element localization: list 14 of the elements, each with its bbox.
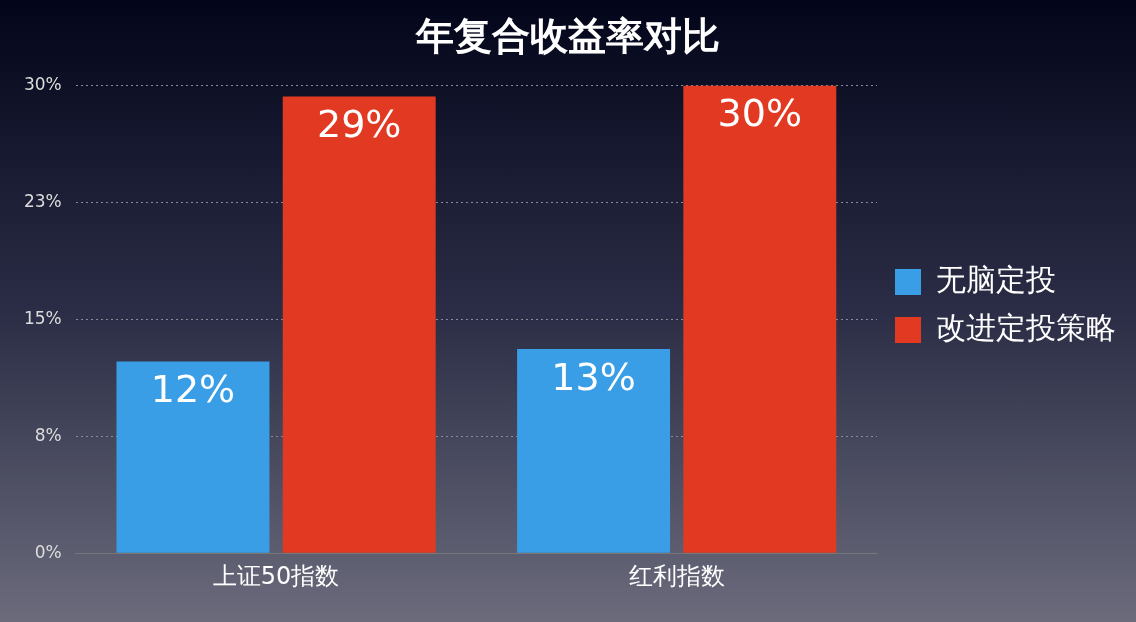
data-label: 29% xyxy=(316,102,402,147)
y-tick-label: 30% xyxy=(23,74,62,95)
chart-title: 年复合收益率对比 xyxy=(415,13,720,58)
y-tick-label: 15% xyxy=(23,307,62,328)
data-label: 13% xyxy=(551,354,636,399)
x-tick-label: 红利指数 xyxy=(628,561,725,590)
y-tick-label: 23% xyxy=(23,190,62,211)
data-label: 12% xyxy=(150,367,236,412)
y-tick-label: 0% xyxy=(34,541,62,562)
legend-label: 无脑定投 xyxy=(936,261,1056,297)
data-label: 30% xyxy=(717,91,803,136)
y-tick-label: 8% xyxy=(34,424,62,445)
x-tick-label: 上证50指数 xyxy=(212,561,340,590)
legend-label: 改进定投策略 xyxy=(936,309,1116,345)
